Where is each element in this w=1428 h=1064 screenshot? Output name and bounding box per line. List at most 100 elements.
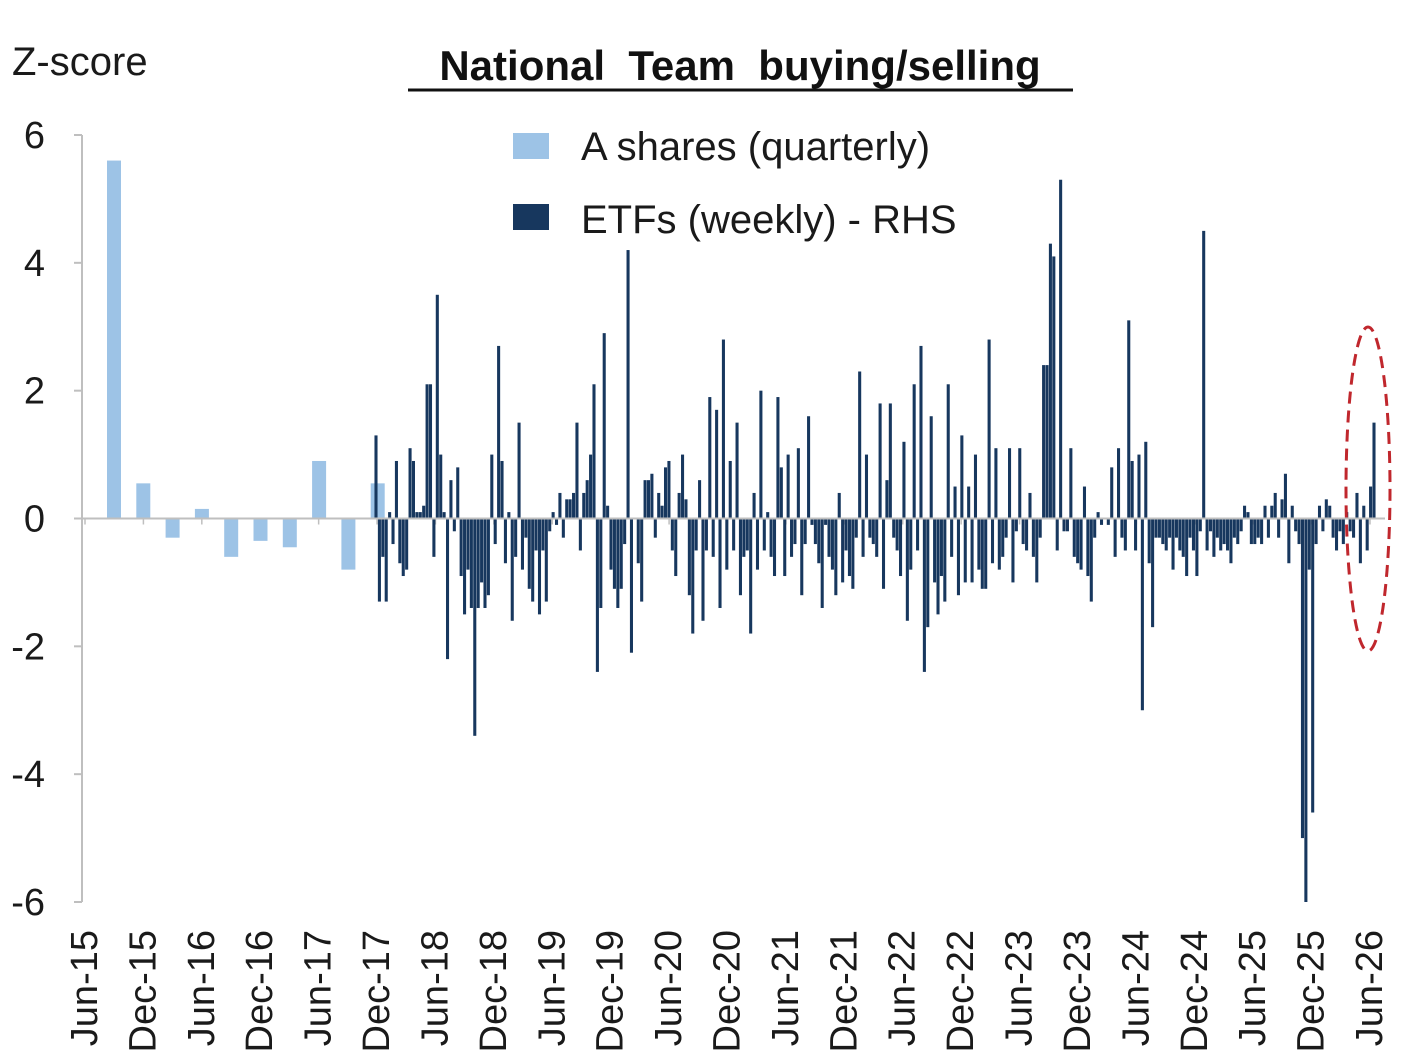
etf-bar — [1202, 230, 1206, 519]
etf-bar — [374, 435, 378, 519]
etf-bar — [626, 250, 630, 519]
etf-bar — [480, 518, 484, 583]
etf-bar — [524, 518, 528, 538]
etf-bar — [745, 518, 749, 551]
etf-bar — [1355, 492, 1359, 519]
x-tick-label: Dec-22 — [940, 930, 982, 1053]
etf-bar — [657, 492, 661, 519]
etf-bar — [398, 518, 402, 564]
etf-bar — [391, 518, 395, 545]
etf-bar — [1270, 505, 1274, 519]
etf-bar — [790, 518, 794, 557]
etf-bar — [1283, 473, 1287, 519]
a-shares-bar — [341, 518, 356, 570]
x-tick-label: Dec-23 — [1057, 930, 1099, 1053]
etf-bar — [514, 518, 518, 557]
legend-swatch-a-shares — [513, 133, 549, 159]
etf-bar — [813, 518, 817, 545]
etf-bar — [844, 518, 848, 551]
etf-bar — [1287, 518, 1291, 564]
x-tick-label: Jun-26 — [1349, 930, 1391, 1046]
etf-bar — [1147, 518, 1151, 564]
legend-label-etfs: ETFs (weekly) - RHS — [581, 198, 957, 242]
etf-bar — [721, 339, 725, 519]
etf-bar — [1062, 518, 1066, 532]
etf-bar — [909, 518, 913, 570]
etf-bar — [643, 480, 647, 519]
etf-bar — [1307, 518, 1311, 570]
etf-bar — [490, 454, 494, 519]
etf-bar — [1226, 518, 1230, 551]
etf-bar — [1198, 518, 1202, 532]
etf-bar — [541, 518, 545, 551]
etf-bar — [531, 518, 535, 602]
x-tick-label: Jun-24 — [1115, 930, 1157, 1046]
etf-bar — [1341, 518, 1345, 545]
etf-bar — [415, 512, 419, 519]
etf-bar — [606, 505, 610, 519]
etf-bar — [762, 518, 766, 551]
etf-bar — [953, 486, 957, 519]
etf-bar — [1260, 518, 1264, 545]
etf-bar — [769, 518, 773, 557]
etf-bar — [994, 448, 998, 519]
etf-bar — [442, 512, 446, 519]
x-tick-label: Dec-25 — [1291, 930, 1333, 1053]
etf-bar — [1243, 505, 1247, 519]
etf-bar — [1334, 518, 1339, 551]
etf-bar — [1025, 518, 1029, 551]
etf-bar — [452, 518, 456, 532]
etf-bar — [439, 454, 443, 519]
etf-bar — [384, 518, 388, 602]
etf-bar — [493, 518, 497, 545]
etf-bar — [435, 294, 439, 519]
etf-bar — [834, 518, 838, 596]
etf-bar — [449, 480, 453, 519]
etf-bar — [796, 448, 800, 519]
etf-bar — [1229, 518, 1233, 564]
x-tick-label: Dec-19 — [590, 930, 632, 1053]
etf-bar — [807, 416, 811, 519]
etf-bar — [892, 518, 896, 538]
etf-bar — [469, 518, 473, 608]
x-tick-label: Jun-17 — [298, 930, 340, 1046]
etf-bar — [1154, 518, 1158, 538]
etf-bar — [1140, 518, 1144, 711]
etf-bar — [1232, 518, 1236, 538]
etf-bar — [1362, 505, 1366, 519]
etf-bar — [1239, 518, 1243, 532]
etf-bar — [561, 518, 565, 538]
etf-bar — [674, 518, 678, 577]
etf-bar — [939, 518, 943, 577]
etf-bar — [629, 518, 633, 653]
etf-bar — [875, 518, 879, 557]
etf-bar — [1096, 512, 1100, 519]
etf-bar — [1212, 518, 1216, 557]
etf-bar — [895, 518, 899, 551]
etf-bar — [990, 518, 995, 564]
etf-bar — [1256, 518, 1260, 538]
etf-bar — [1117, 448, 1121, 519]
a-shares-bar — [224, 518, 239, 557]
etf-bar — [1123, 518, 1127, 551]
etf-bar — [926, 518, 930, 628]
etf-bar — [667, 460, 671, 519]
etf-bar — [687, 518, 691, 596]
etf-bar — [650, 473, 654, 519]
etf-bar — [1004, 518, 1008, 538]
etf-bar — [558, 492, 562, 519]
etf-bar — [1093, 518, 1097, 538]
etf-bar — [1082, 486, 1087, 519]
x-tick-label: Jun-25 — [1232, 930, 1274, 1046]
etf-bar — [1181, 518, 1185, 557]
etf-bar — [899, 518, 903, 577]
etf-bar — [1324, 499, 1328, 519]
etf-bar — [377, 518, 381, 602]
y-tick-label: 0 — [24, 499, 45, 541]
etf-bar — [1236, 518, 1240, 545]
etf-bar — [405, 518, 409, 570]
etf-bar — [1120, 518, 1124, 538]
etf-bar — [1280, 499, 1284, 519]
etf-bar — [551, 512, 555, 519]
